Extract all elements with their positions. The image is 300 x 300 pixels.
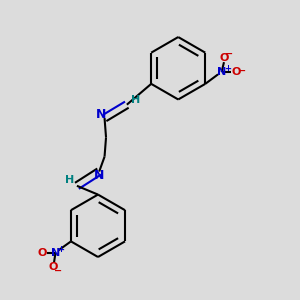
Text: H: H [65,176,74,185]
Text: −: − [238,65,246,76]
Text: −: − [225,49,233,59]
Text: +: + [57,244,64,253]
Text: +: + [224,64,231,73]
Text: O: O [48,262,58,272]
Text: O: O [220,53,229,63]
Text: −: − [54,266,62,275]
Text: O: O [231,67,241,77]
Text: N: N [94,169,104,182]
Text: N: N [51,248,60,258]
Text: N: N [217,67,226,77]
Text: H: H [130,95,140,105]
Text: O: O [38,248,47,258]
Text: N: N [96,108,106,121]
